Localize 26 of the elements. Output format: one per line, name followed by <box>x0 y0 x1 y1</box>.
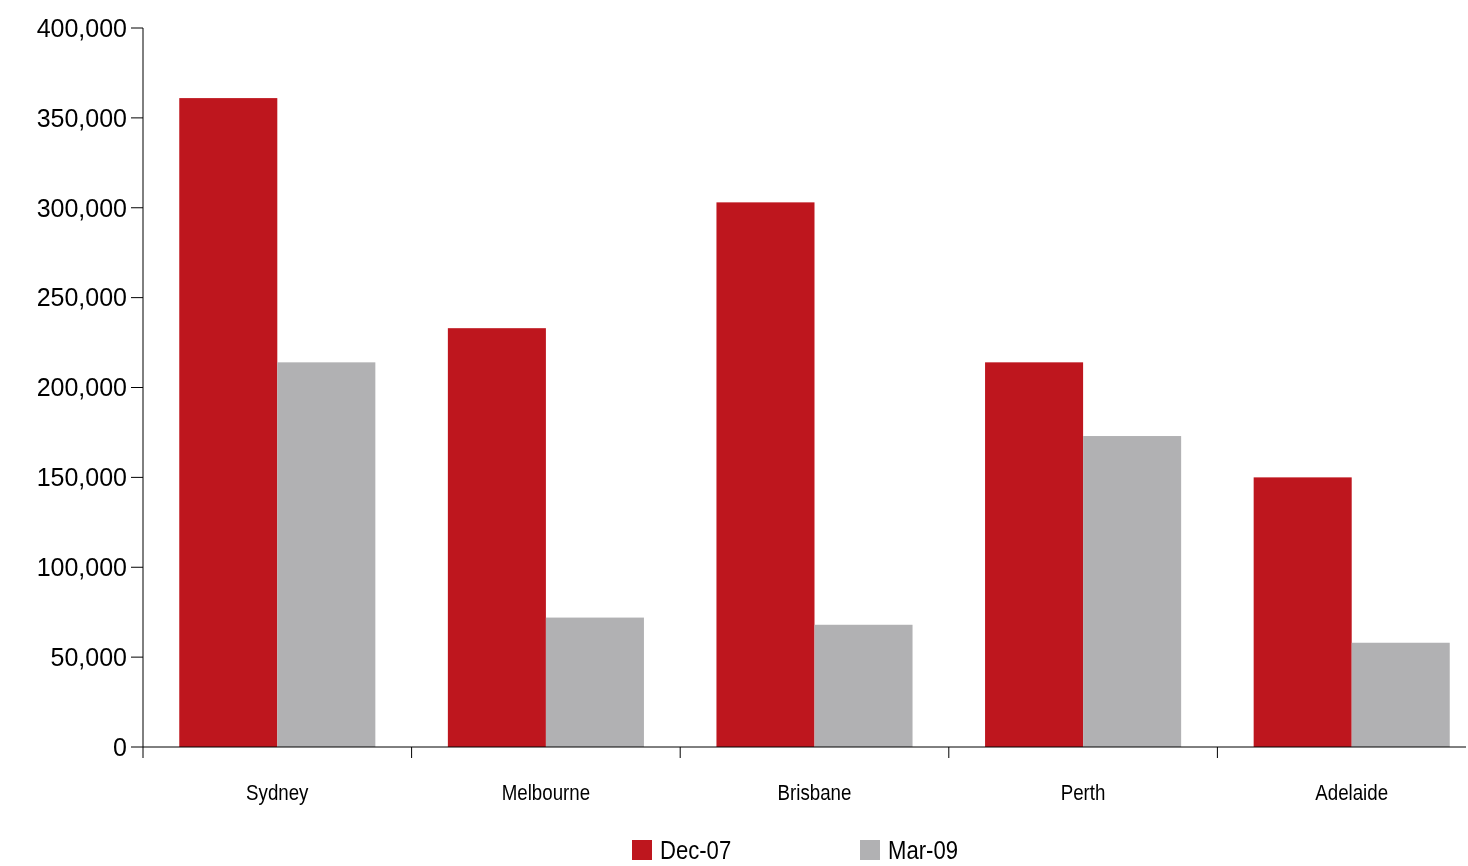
bar <box>447 328 546 747</box>
y-tick-label: 50,000 <box>50 642 127 671</box>
legend-label: Dec-07 <box>660 835 732 865</box>
x-tick-label: Adelaide <box>1315 780 1389 805</box>
bar <box>545 617 644 747</box>
x-tick-label: Melbourne <box>501 780 591 805</box>
x-tick-label: Brisbane <box>777 780 852 805</box>
y-tick-label: 350,000 <box>36 103 127 132</box>
y-tick-label: 100,000 <box>36 553 127 581</box>
bar <box>716 202 815 747</box>
bar <box>1083 436 1182 747</box>
y-tick-label: 300,000 <box>36 193 127 222</box>
x-tick-label: Sydney <box>246 780 310 805</box>
y-tick-label: 0 <box>113 732 127 761</box>
bar <box>277 362 376 747</box>
y-tick-label: 150,000 <box>36 463 127 492</box>
y-tick-label: 250,000 <box>36 283 127 312</box>
y-tick-label: 200,000 <box>36 373 127 402</box>
x-tick-label: Perth <box>1060 780 1106 805</box>
bar <box>1351 642 1450 747</box>
bar <box>179 98 278 747</box>
legend-label: Mar-09 <box>888 835 958 865</box>
y-tick-label: 400,000 <box>36 13 127 42</box>
bar <box>1253 477 1352 747</box>
bar <box>985 362 1084 747</box>
bar <box>814 624 913 747</box>
